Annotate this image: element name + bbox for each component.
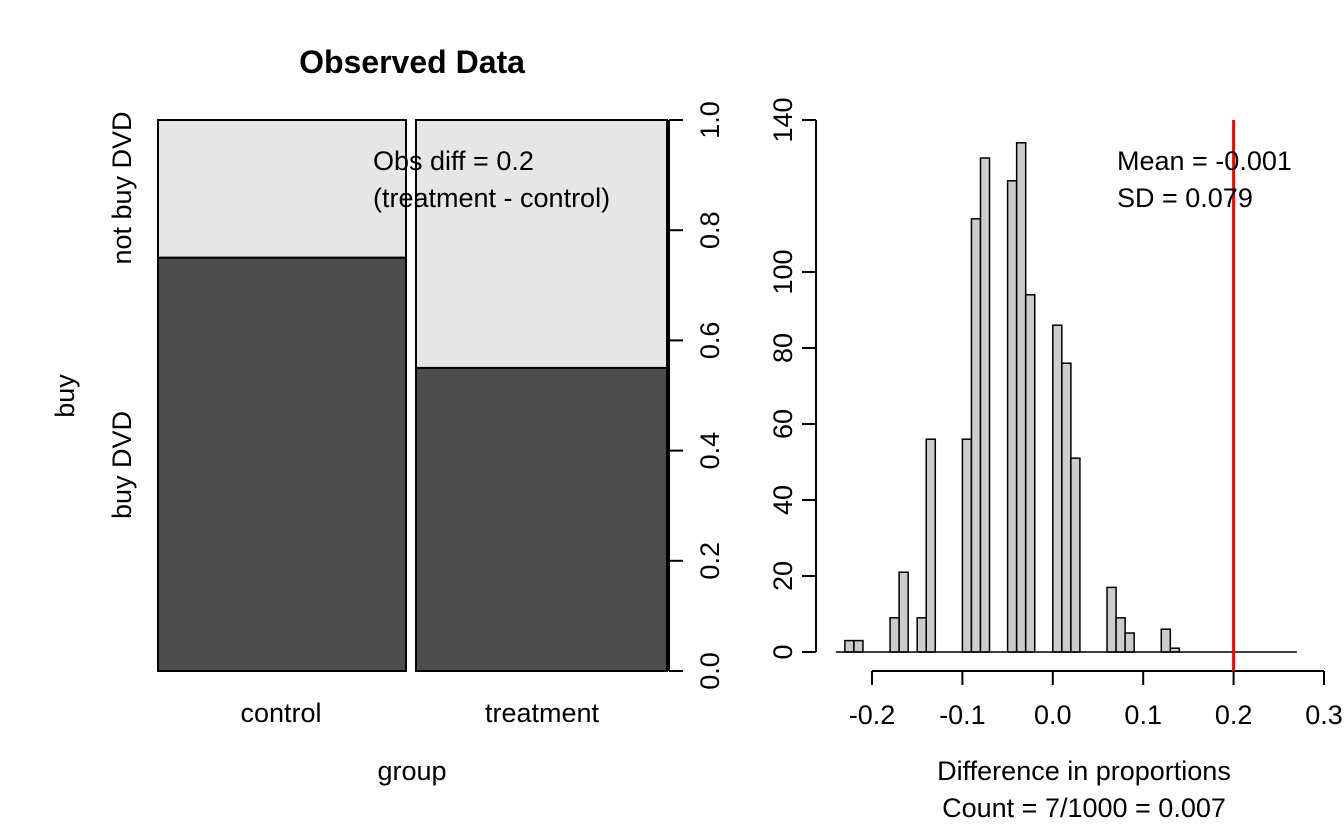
mosaic-axis-tick-label: 0.2 [695,542,725,580]
histogram-bar [970,218,982,653]
mosaic-axis-tick-label: 0.4 [695,432,725,470]
histogram-bar [1124,632,1135,653]
x-category-control: control [240,698,321,728]
histogram-y-tick-label: 40 [768,485,798,515]
mosaic-tiles [157,119,668,672]
y-level-buy-dvd: buy DVD [107,411,137,519]
histogram-bar [898,571,909,653]
histogram-sd-annotation: SD = 0.079 [1117,183,1253,213]
histogram-y-tick-label: 100 [768,249,798,294]
histogram-x-tick-label: -0.1 [939,700,986,730]
mosaic-xlabel: group [377,756,446,786]
histogram-bar [1106,586,1117,653]
mosaic-annotation-line-1: Obs diff = 0.2 [373,146,534,176]
histogram-bar [1061,362,1072,653]
histogram-xlabel: Difference in proportions [937,756,1231,786]
histogram-x-axis: -0.2 -0.1 0.0 0.1 0.2 0.3 [849,670,1343,730]
histogram-bar [961,438,973,653]
mosaic-title: Observed Data [299,44,525,80]
histogram-bar [1006,180,1018,653]
histogram-y-tick-label: 20 [768,561,798,591]
histogram-count-label: Count = 7/1000 = 0.007 [942,793,1226,823]
histogram-bar [1160,628,1172,653]
histogram-bars [835,142,1297,653]
histogram-bar [1015,142,1027,653]
x-category-treatment: treatment [485,698,600,728]
histogram-bar [889,617,900,653]
histogram-x-tick-label: 0.2 [1215,700,1253,730]
histogram-bar [1070,457,1081,653]
histogram-y-tick-label: 140 [768,97,798,142]
histogram-y-tick-label: 0 [768,644,798,659]
histogram-bar [979,157,991,653]
tile-treatment-not-buy-dvd [415,119,668,369]
y-level-not-buy-dvd: not buy DVD [107,111,137,264]
histogram-bar [925,438,937,653]
mosaic-annotation-line-2: (treatment - control) [373,183,610,213]
tile-control-buy-dvd [157,256,407,672]
mosaic-axis-tick-label: 0.6 [695,322,725,360]
histogram-x-tick-label: 0.0 [1034,700,1072,730]
tile-treatment-buy-dvd [415,366,668,672]
histogram-y-tick-label: 60 [768,409,798,439]
histogram-bar [844,639,855,653]
histogram-bar [853,639,864,653]
histogram-x-tick-label: 0.3 [1305,700,1343,730]
histogram-x-tick-label: -0.2 [849,700,896,730]
histogram-bar [1052,324,1063,653]
histogram-x-tick-label: 0.1 [1124,700,1162,730]
mosaic-ylabel: buy [50,374,80,418]
mosaic-axis-tick-label: 0.8 [695,211,725,249]
histogram-y-axis: 0 20 40 60 80 100 140 [768,97,817,660]
histogram-y-tick-label: 80 [768,333,798,363]
histogram-bar [1115,617,1126,653]
histogram-mean-annotation: Mean = -0.001 [1117,146,1292,176]
histogram-plot: -0.2 -0.1 0.0 0.1 0.2 0.3 0 20 40 60 80 100 140 Mea… [768,97,1343,823]
histogram-bar [916,617,927,653]
mosaic-axis-tick-label: 0.0 [695,652,725,690]
mosaic-axis-tick-label: 1.0 [695,101,725,139]
histogram-bar [1024,294,1036,653]
mosaic-right-axis: 0.0 0.2 0.4 0.6 0.8 1.0 [668,101,725,690]
tile-control-not-buy-dvd [157,119,407,259]
mosaic-plot: Observed Data 0.0 0.2 0.4 0.6 0.8 1.0 control… [50,44,725,786]
